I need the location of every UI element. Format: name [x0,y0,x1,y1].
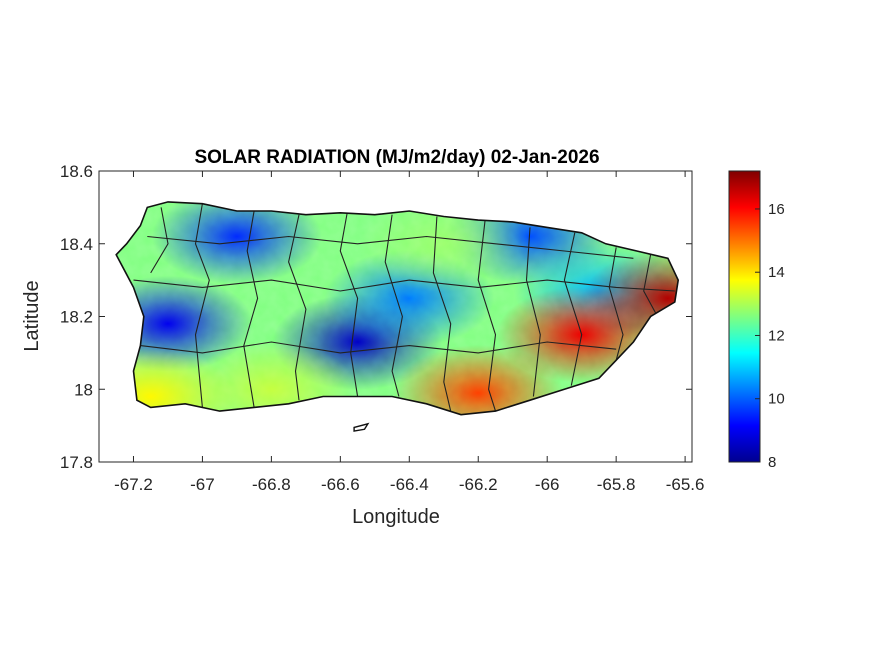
x-tick-label: -67 [190,475,215,494]
municipality-border [477,220,497,412]
y-tick-label: 17.8 [60,453,93,472]
y-tick-label: 18.2 [60,308,93,327]
y-tick-label: 18.6 [60,162,93,181]
colorbar [728,170,761,463]
island-coastline [115,201,680,416]
y-tick-label: 18.4 [60,235,93,254]
municipality-border [563,232,583,386]
x-axis-ticks: -67.2 -67 -66.8 -66.6 -66.4 -66.2 -66 -65.8 -65.… [114,171,704,494]
municipality-border [147,235,634,259]
municipality-border [643,254,658,317]
municipality-border [384,214,403,397]
chart-title: SOLAR RADIATION (MJ/m2/day) 02-Jan-2026 [194,147,599,168]
y-tick-label: 18 [74,380,93,399]
colorbar-tick-label: 14 [768,264,785,281]
x-tick-label: -66.2 [459,475,498,494]
municipality-border [339,212,359,397]
municipality-border [608,247,624,361]
colorbar-tick-label: 10 [768,391,785,408]
municipality-border [432,216,452,412]
x-tick-label: -66.8 [252,475,291,494]
municipality-border [194,203,210,408]
x-tick-label: -65.6 [666,475,705,494]
municipality-border [288,214,307,401]
y-axis-label: Latitude [21,280,43,351]
colorbar-tick-label: 12 [768,327,785,344]
x-tick-label: -66 [535,475,560,494]
x-axis-label: Longitude [352,506,440,528]
municipality-border [525,227,541,397]
municipality-borders [133,203,675,412]
colorbar-tick-label: 8 [768,454,776,471]
colorbar-tick-label: 16 [768,201,785,218]
municipality-border [140,341,617,354]
colorbar-ticks: 8 10 12 14 16 [755,201,785,471]
municipality-border [133,279,675,292]
caja-de-muertos-islet [353,422,370,432]
x-tick-label: -66.6 [321,475,360,494]
municipality-border [150,207,169,274]
x-tick-label: -67.2 [114,475,153,494]
municipality-border [243,210,259,408]
y-axis-ticks: 17.8 18 18.2 18.4 18.6 [60,162,692,472]
x-tick-label: -65.8 [597,475,636,494]
x-tick-label: -66.4 [390,475,429,494]
